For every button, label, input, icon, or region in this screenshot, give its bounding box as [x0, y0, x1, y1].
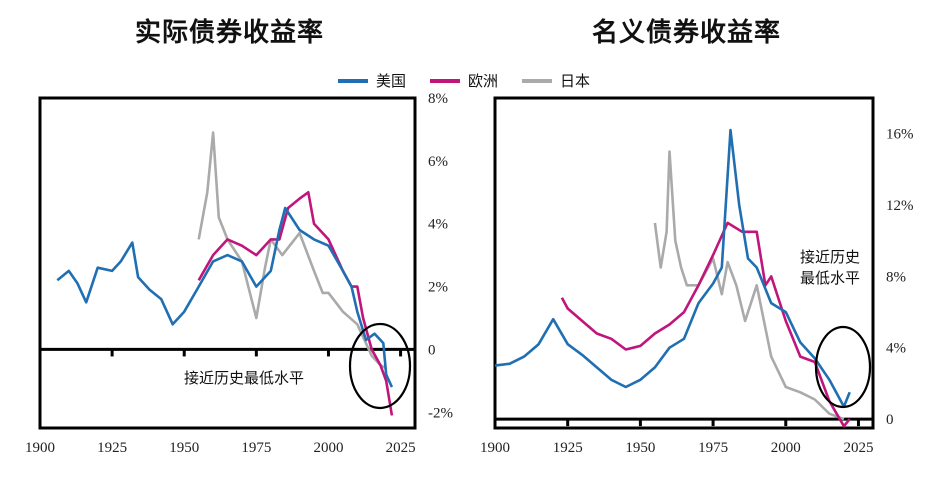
- x-tick-label: 1925: [97, 440, 127, 456]
- legend-label-europe: 欧洲: [468, 72, 499, 90]
- x-tick-label: 1950: [625, 440, 655, 456]
- y-tick-label: 12%: [886, 198, 914, 214]
- legend-swatch-us: [338, 78, 368, 83]
- legend-swatch-europe: [430, 78, 461, 83]
- chart-nominal: 1900 1925 1950 1975 2000 2025 16% 12% 8% 4% 0 接近历史最…: [480, 96, 914, 456]
- y-tick-label: -2%: [428, 405, 453, 421]
- series-line-europe: [560, 221, 851, 428]
- y-tick-label: 8%: [428, 91, 448, 107]
- chart-title-real-yield: 实际债券收益率: [135, 18, 325, 48]
- legend-item-us: 美国: [338, 70, 406, 91]
- x-tick-label: 1975: [241, 440, 271, 456]
- plot-frame-real: [38, 96, 417, 430]
- chart-title-nominal-yield: 名义债券收益率: [592, 18, 782, 48]
- x-tick-label: 2000: [313, 440, 343, 456]
- legend-item-europe: 欧洲: [430, 70, 498, 91]
- y-tick-label: 8%: [886, 269, 906, 285]
- series-line-europe: [197, 191, 394, 416]
- annotation-text: 接近历史: [800, 248, 860, 266]
- x-tick-label: 1900: [480, 440, 510, 456]
- y-tick-label: 0: [886, 412, 894, 428]
- legend-swatch-japan: [522, 78, 553, 83]
- series-line-japan: [653, 150, 845, 421]
- y-tick-label: 0: [428, 342, 436, 358]
- y-tick-label: 16%: [886, 127, 914, 143]
- annotation-circle: [348, 322, 412, 410]
- annotation-text: 接近历史最低水平: [184, 369, 304, 387]
- legend: 美国 欧洲 日本: [338, 70, 590, 91]
- annotation-circle: [814, 325, 872, 409]
- y-tick-label: 4%: [886, 341, 906, 357]
- x-tick-label: 1925: [553, 440, 583, 456]
- x-tick-label: 2000: [771, 440, 801, 456]
- chart-real: 1900 1925 1950 1975 2000 2025 8% 6% 4% 2% 0 -2% 接近历史…: [25, 91, 453, 456]
- x-tick-label: 2025: [843, 440, 873, 456]
- legend-label-japan: 日本: [560, 72, 591, 90]
- y-tick-label: 2%: [428, 280, 448, 296]
- annotation-text: 最低水平: [800, 269, 860, 287]
- legend-label-us: 美国: [376, 72, 407, 90]
- y-tick-label: 6%: [428, 154, 448, 170]
- x-tick-label: 1975: [698, 440, 728, 456]
- series-line-us: [56, 206, 394, 388]
- x-tick-label: 1900: [25, 440, 55, 456]
- plot-frame-nominal: [493, 96, 875, 430]
- x-tick-label: 2025: [386, 440, 416, 456]
- y-tick-label: 4%: [428, 217, 448, 233]
- x-tick-label: 1950: [169, 440, 199, 456]
- series-line-japan: [197, 131, 387, 370]
- legend-item-japan: 日本: [522, 70, 590, 91]
- series-line-us: [494, 128, 851, 408]
